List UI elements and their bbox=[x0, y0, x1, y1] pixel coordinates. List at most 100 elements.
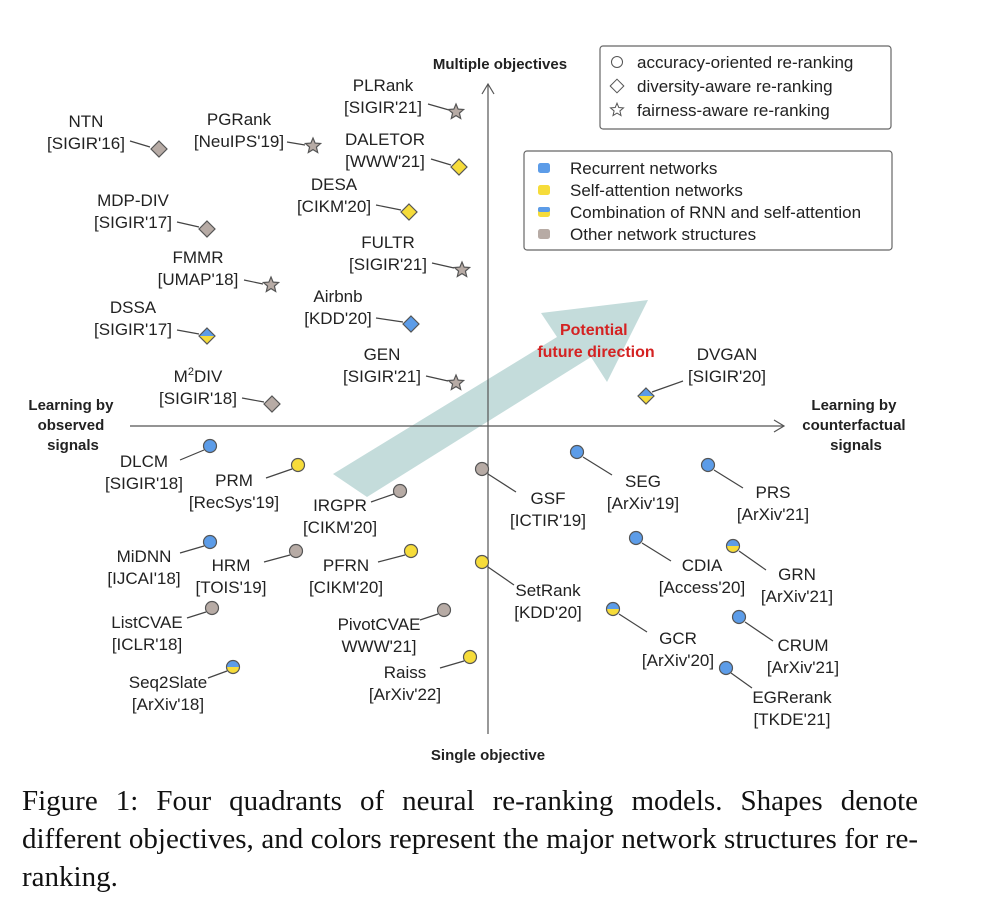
model-venue: [UMAP'18] bbox=[158, 270, 239, 289]
circle-marker-fill-blue bbox=[726, 539, 740, 546]
future-direction-arrow bbox=[333, 300, 648, 497]
model-midnn: MiDNN [IJCAI'18] bbox=[107, 534, 218, 588]
future-direction-line: future direction bbox=[537, 344, 654, 361]
axis-label-left: Learning by observed signals bbox=[28, 397, 117, 454]
model-dlcm: DLCM [SIGIR'18] bbox=[105, 438, 218, 493]
shape-legend-label: fairness-aware re-ranking bbox=[637, 101, 830, 120]
model-pfrn: PFRN [CIKM'20] bbox=[309, 543, 419, 597]
model-marker bbox=[605, 601, 621, 617]
leader-line bbox=[582, 456, 613, 476]
model-name: CDIA bbox=[682, 556, 723, 575]
model-plrank: PLRank [SIGIR'21] bbox=[344, 76, 466, 120]
model-name: PFRN bbox=[323, 556, 369, 575]
model-venue: [ArXiv'20] bbox=[642, 651, 714, 670]
shape-legend-label: diversity-aware re-ranking bbox=[637, 77, 833, 96]
model-marker bbox=[450, 158, 468, 176]
model-marker bbox=[718, 660, 734, 676]
circle-marker bbox=[569, 444, 585, 460]
model-venue: [ICLR'18] bbox=[112, 635, 182, 654]
diamond-marker-outline bbox=[637, 387, 655, 405]
leader-line bbox=[641, 542, 672, 562]
model-raiss: Raiss [ArXiv'22] bbox=[369, 649, 478, 704]
model-venue: [WWW'21] bbox=[345, 152, 425, 171]
leader-line bbox=[370, 493, 395, 503]
circle-marker bbox=[202, 534, 218, 550]
model-name: CRUM bbox=[778, 636, 829, 655]
diamond-marker bbox=[402, 315, 420, 333]
model-marker bbox=[700, 457, 716, 473]
model-name: FMMR bbox=[173, 248, 224, 267]
star-marker bbox=[446, 373, 466, 391]
model-name: IRGPR bbox=[313, 496, 367, 515]
mixed-swatch bbox=[538, 207, 550, 217]
model-marker bbox=[402, 315, 420, 333]
model-marker bbox=[446, 102, 466, 120]
leader-line bbox=[487, 566, 515, 586]
circle-marker bbox=[290, 457, 306, 473]
leader-line bbox=[176, 329, 200, 335]
circle-marker-fill-blue bbox=[226, 660, 240, 667]
model-daletor: DALETOR [WWW'21] bbox=[345, 130, 468, 176]
diamond-marker bbox=[198, 220, 216, 238]
swatch-fill bbox=[538, 229, 550, 239]
model-fultr: FULTR [SIGIR'21] bbox=[349, 233, 472, 278]
gray-swatch bbox=[538, 229, 550, 239]
model-name: Airbnb bbox=[313, 287, 362, 306]
color-legend-label: Combination of RNN and self-attention bbox=[570, 203, 861, 222]
diamond-marker-fill-blue bbox=[638, 388, 654, 396]
future-direction-line: Potential bbox=[560, 322, 628, 339]
circle-marker-outline bbox=[725, 538, 741, 554]
star-icon bbox=[609, 101, 625, 117]
model-name: PivotCVAE bbox=[338, 615, 421, 634]
circle-marker bbox=[474, 554, 490, 570]
model-pgrank: PGRank [NeuIPS'19] bbox=[194, 110, 323, 154]
model-name: GRN bbox=[778, 565, 816, 584]
model-venue: [CIKM'20] bbox=[297, 197, 371, 216]
model-venue: [SIGIR'18] bbox=[105, 474, 183, 493]
star-marker bbox=[446, 102, 466, 120]
circle-marker bbox=[288, 543, 304, 559]
leader-line bbox=[186, 611, 207, 619]
axis-label-right-line: Learning by bbox=[811, 397, 897, 414]
model-name: EGRerank bbox=[752, 688, 832, 707]
model-venue: [ArXiv'21] bbox=[737, 505, 809, 524]
model-venue: [ArXiv'21] bbox=[761, 587, 833, 606]
model-venue: [SIGIR'17] bbox=[94, 213, 172, 232]
model-marker bbox=[731, 609, 747, 625]
shape-legend-box bbox=[599, 45, 892, 130]
model-venue: [IJCAI'18] bbox=[107, 569, 180, 588]
model-venue: WWW'21] bbox=[341, 637, 416, 656]
star-marker bbox=[261, 275, 281, 293]
model-marker bbox=[263, 395, 281, 413]
figure-caption: Figure 1: Four quadrants of neural re-ra… bbox=[22, 785, 918, 893]
model-marker bbox=[198, 327, 216, 345]
diamond-marker-outline bbox=[198, 327, 216, 345]
model-setrank: SetRank [KDD'20] bbox=[474, 554, 582, 622]
circle-icon bbox=[610, 55, 624, 69]
leader-line bbox=[618, 613, 648, 633]
axis-label-left-line: signals bbox=[47, 437, 99, 454]
model-name: GSF bbox=[531, 489, 566, 508]
axis-label-left-line: Learning by bbox=[28, 397, 114, 414]
model-name: SEG bbox=[625, 472, 661, 491]
quadrant-diagram: Multiple objectives Single objective Lea… bbox=[28, 45, 906, 764]
model-name: SetRank bbox=[515, 581, 581, 600]
model-irgpr: IRGPR [CIKM'20] bbox=[303, 483, 408, 537]
model-cdia: CDIA [Access'20] bbox=[628, 530, 745, 597]
circle-marker bbox=[700, 457, 716, 473]
model-gcr: GCR [ArXiv'20] bbox=[605, 601, 714, 670]
model-marker bbox=[225, 659, 241, 675]
blue-swatch bbox=[538, 163, 550, 173]
model-name: DVGAN bbox=[697, 345, 757, 364]
diamond-marker bbox=[150, 140, 168, 158]
model-venue: [ArXiv'21] bbox=[767, 658, 839, 677]
circle-marker bbox=[628, 530, 644, 546]
model-marker bbox=[261, 275, 281, 293]
leader-line bbox=[651, 380, 684, 393]
model-marker bbox=[202, 438, 218, 454]
model-pivotcvae: PivotCVAE WWW'21] bbox=[338, 602, 452, 656]
leader-line bbox=[431, 262, 455, 269]
model-dvgan: DVGAN [SIGIR'20] bbox=[637, 345, 766, 405]
model-name: Raiss bbox=[384, 663, 427, 682]
leader-line bbox=[179, 545, 205, 554]
